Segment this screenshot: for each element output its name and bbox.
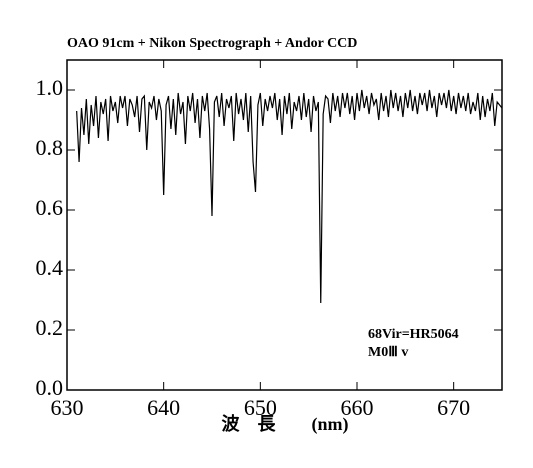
- x-tick-label: 670: [437, 395, 470, 420]
- x-tick-label: 640: [147, 395, 180, 420]
- x-tick-label: 650: [244, 395, 277, 420]
- x-tick-label: 660: [341, 395, 374, 420]
- y-tick-label: 0.2: [36, 315, 64, 340]
- y-tick-label: 0.4: [36, 255, 64, 280]
- y-tick-label: 0.6: [36, 195, 64, 220]
- y-tick-label: 0.8: [36, 135, 64, 160]
- annotation: M0Ⅲ v: [368, 345, 408, 360]
- spectrum-line: [76, 89, 503, 304]
- x-tick-label: 630: [51, 395, 84, 420]
- chart-title: OAO 91cm + Nikon Spectrograph + Andor CC…: [67, 36, 357, 51]
- plot-frame: [66, 59, 503, 391]
- annotation: 68Vir=HR5064: [368, 327, 459, 342]
- y-tick-label: 1.0: [36, 75, 64, 100]
- y-tick-label: 0.0: [36, 375, 64, 400]
- x-axis-label: 波 長 (nm): [222, 413, 349, 435]
